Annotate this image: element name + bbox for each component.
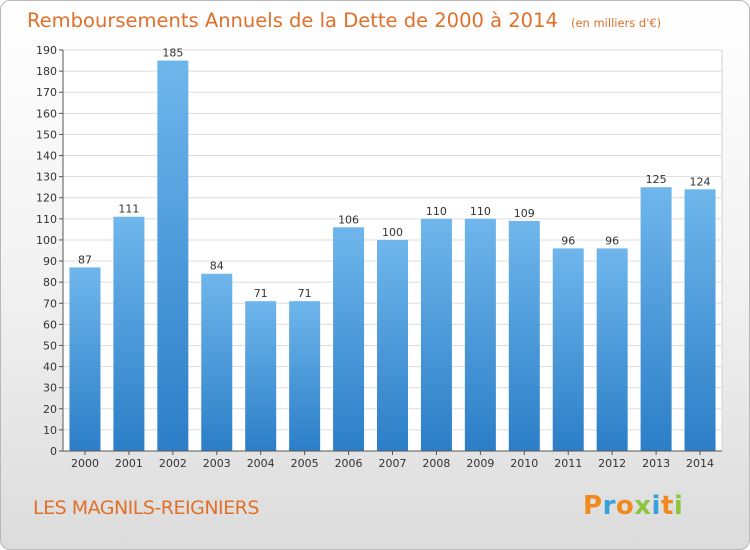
- bar-2011: [552, 248, 584, 451]
- bar-value-label: 111: [118, 203, 139, 216]
- x-tick-label: 2009: [466, 457, 494, 470]
- bar-value-label: 71: [298, 287, 312, 300]
- y-tick-label: 50: [43, 339, 57, 352]
- x-tick-label: 2011: [554, 457, 582, 470]
- x-tick-label: 2013: [642, 457, 670, 470]
- y-tick-label: 180: [36, 65, 57, 78]
- bars: 87 111 185 84 71 71 106 100 110 110 109 96 96 125 124: [69, 47, 716, 451]
- logo-letter: r: [602, 491, 616, 521]
- y-tick-label: 90: [43, 255, 57, 268]
- y-tick-label: 10: [43, 424, 57, 437]
- y-tick-label: 140: [36, 150, 57, 163]
- bar-value-label: 109: [514, 207, 535, 220]
- title-row: Remboursements Annuels de la Dette de 20…: [27, 9, 661, 32]
- bar-2010: [508, 220, 540, 451]
- y-tick-label: 130: [36, 171, 57, 184]
- bar-2004: [245, 301, 277, 451]
- x-tick-label: 2004: [247, 457, 275, 470]
- bar-2013: [640, 187, 672, 451]
- bar-value-label: 84: [210, 260, 224, 273]
- x-tick-label: 2007: [379, 457, 407, 470]
- bar-2005: [289, 301, 321, 451]
- y-tick-label: 160: [36, 107, 57, 120]
- bar-value-label: 100: [382, 226, 403, 239]
- x-tick-label: 2006: [335, 457, 363, 470]
- chart-title: Remboursements Annuels de la Dette de 20…: [27, 9, 558, 32]
- y-tick-label: 170: [36, 86, 57, 99]
- y-tick-label: 80: [43, 276, 57, 289]
- y-tick-label: 60: [43, 318, 57, 331]
- bar-value-label: 125: [646, 173, 667, 186]
- bar-value-label: 71: [254, 287, 268, 300]
- bar-2003: [201, 273, 233, 451]
- bar-2002: [157, 60, 189, 451]
- bar-value-label: 106: [338, 213, 359, 226]
- bar-2000: [69, 267, 101, 451]
- x-axis-ticks: 2000 2001 2002 2003 2004 2005 2006 2007 2008 2009…: [71, 451, 714, 470]
- bar-value-label: 124: [690, 175, 711, 188]
- bar-value-label: 110: [426, 205, 447, 218]
- logo-letter: i: [651, 491, 661, 521]
- bar-value-label: 110: [470, 205, 491, 218]
- bar-2009: [464, 218, 496, 451]
- x-tick-label: 2008: [422, 457, 450, 470]
- y-tick-label: 20: [43, 403, 57, 416]
- logo-letter: x: [634, 491, 652, 521]
- unit-note: (en milliers d'€): [570, 16, 662, 30]
- y-tick-label: 70: [43, 297, 57, 310]
- x-tick-label: 2014: [686, 457, 714, 470]
- y-tick-label: 150: [36, 128, 57, 141]
- bar-2014: [684, 189, 716, 451]
- x-tick-label: 2003: [203, 457, 231, 470]
- logo-letter: i: [673, 491, 684, 521]
- y-tick-label: 40: [43, 361, 57, 374]
- x-tick-label: 2010: [510, 457, 538, 470]
- y-tick-label: 120: [36, 192, 57, 205]
- bar-value-label: 96: [561, 234, 575, 247]
- commune-name: LES MAGNILS-REIGNIERS: [33, 497, 259, 519]
- bar-2001: [113, 216, 145, 451]
- bar-2006: [333, 227, 365, 451]
- logo-letter: o: [615, 491, 635, 521]
- x-tick-label: 2000: [71, 457, 99, 470]
- bar-2007: [377, 239, 408, 451]
- bar-value-label: 87: [78, 253, 92, 266]
- x-tick-label: 2005: [291, 457, 319, 470]
- x-tick-label: 2001: [115, 457, 143, 470]
- y-tick-label: 30: [43, 382, 57, 395]
- logo-letter: P: [583, 491, 603, 521]
- x-tick-label: 2012: [598, 457, 626, 470]
- y-tick-label: 110: [36, 213, 57, 226]
- x-tick-label: 2002: [159, 457, 187, 470]
- logo-letter: t: [660, 491, 674, 521]
- bar-2012: [596, 248, 628, 451]
- y-tick-label: 190: [36, 44, 57, 57]
- y-axis-ticks: 0 10 20 30 40 50 60 70 80 90 100 110 120 130 140 150 160…: [36, 44, 63, 458]
- bar-2008: [420, 218, 452, 451]
- proxiti-logo: Proxiti: [583, 491, 683, 521]
- bar-value-label: 185: [162, 47, 183, 60]
- y-tick-label: 100: [36, 234, 57, 247]
- bar-value-label: 96: [605, 234, 619, 247]
- y-tick-label: 0: [50, 445, 57, 458]
